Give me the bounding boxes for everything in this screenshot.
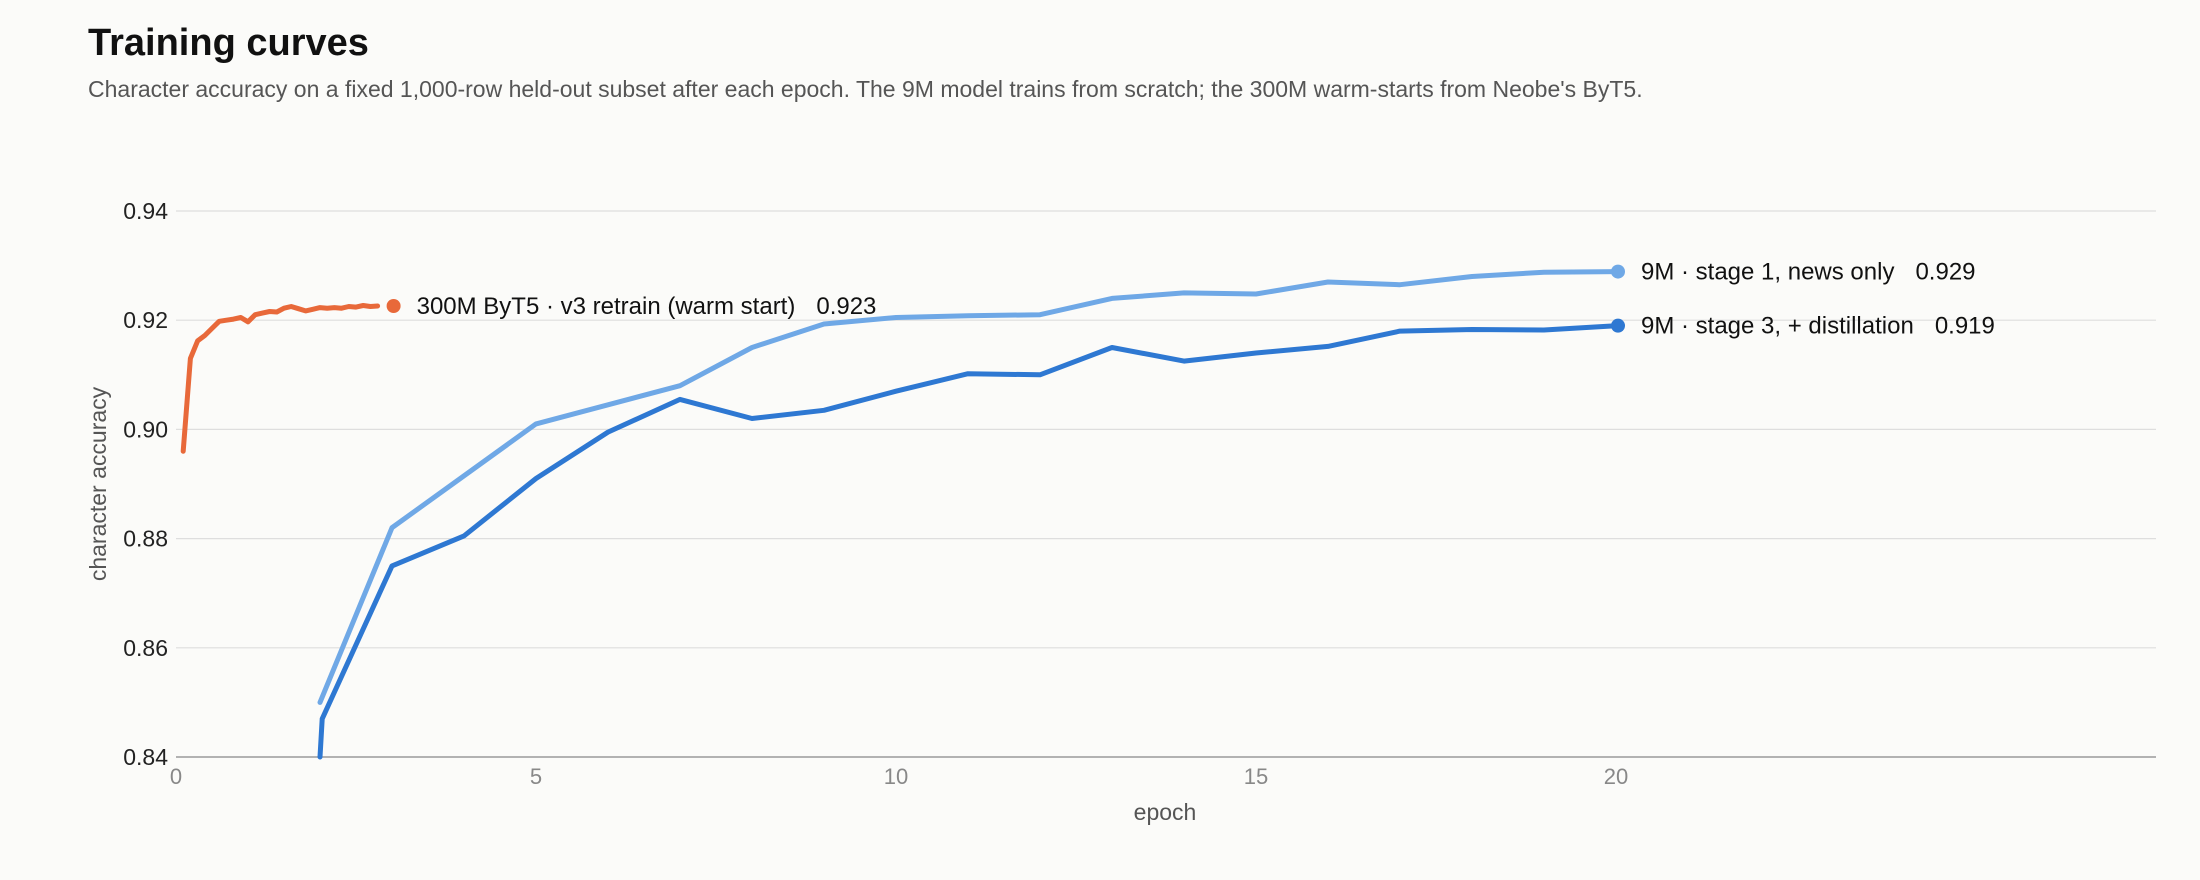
series-end-label: 9M · stage 1, news only 0.929 bbox=[1641, 259, 1976, 286]
series-end-label: 9M · stage 3, + distillation 0.919 bbox=[1641, 313, 1995, 340]
x-tick-label: 0 bbox=[170, 764, 182, 789]
x-tick-label: 15 bbox=[1244, 764, 1268, 789]
x-tick-label: 20 bbox=[1604, 764, 1628, 789]
series-line bbox=[317, 323, 1619, 760]
y-axis-label: character accuracy bbox=[85, 386, 111, 581]
series-end-marker bbox=[1611, 318, 1625, 333]
series-name: 9M · stage 3, + distillation bbox=[1641, 313, 1914, 340]
chart-title: Training curves bbox=[88, 22, 369, 64]
y-tick-label: 0.84 bbox=[123, 744, 168, 770]
x-axis-label: epoch bbox=[1134, 799, 1197, 825]
y-tick-label: 0.90 bbox=[123, 416, 168, 442]
series-end-label: 300M ByT5 · v3 retrain (warm start) 0.923 bbox=[417, 293, 877, 320]
series-end-value: 0.929 bbox=[1915, 259, 1975, 286]
x-tick-label: 5 bbox=[530, 764, 542, 789]
series-name: 9M · stage 1, news only bbox=[1641, 259, 1894, 286]
series-line bbox=[180, 303, 381, 454]
series-line bbox=[317, 269, 1619, 705]
y-tick-label: 0.92 bbox=[123, 307, 168, 333]
series-end-marker bbox=[386, 299, 401, 314]
chart-subtitle: Character accuracy on a fixed 1,000-row … bbox=[88, 76, 1643, 102]
x-tick-label: 10 bbox=[884, 764, 908, 789]
series-end-marker bbox=[1611, 264, 1625, 279]
y-tick-label: 0.86 bbox=[123, 635, 168, 661]
y-tick-label: 0.94 bbox=[123, 198, 168, 224]
series-name: 300M ByT5 · v3 retrain (warm start) bbox=[417, 293, 796, 320]
series-end-value: 0.923 bbox=[816, 293, 876, 320]
y-tick-label: 0.88 bbox=[123, 526, 168, 552]
series-end-value: 0.919 bbox=[1935, 313, 1995, 340]
